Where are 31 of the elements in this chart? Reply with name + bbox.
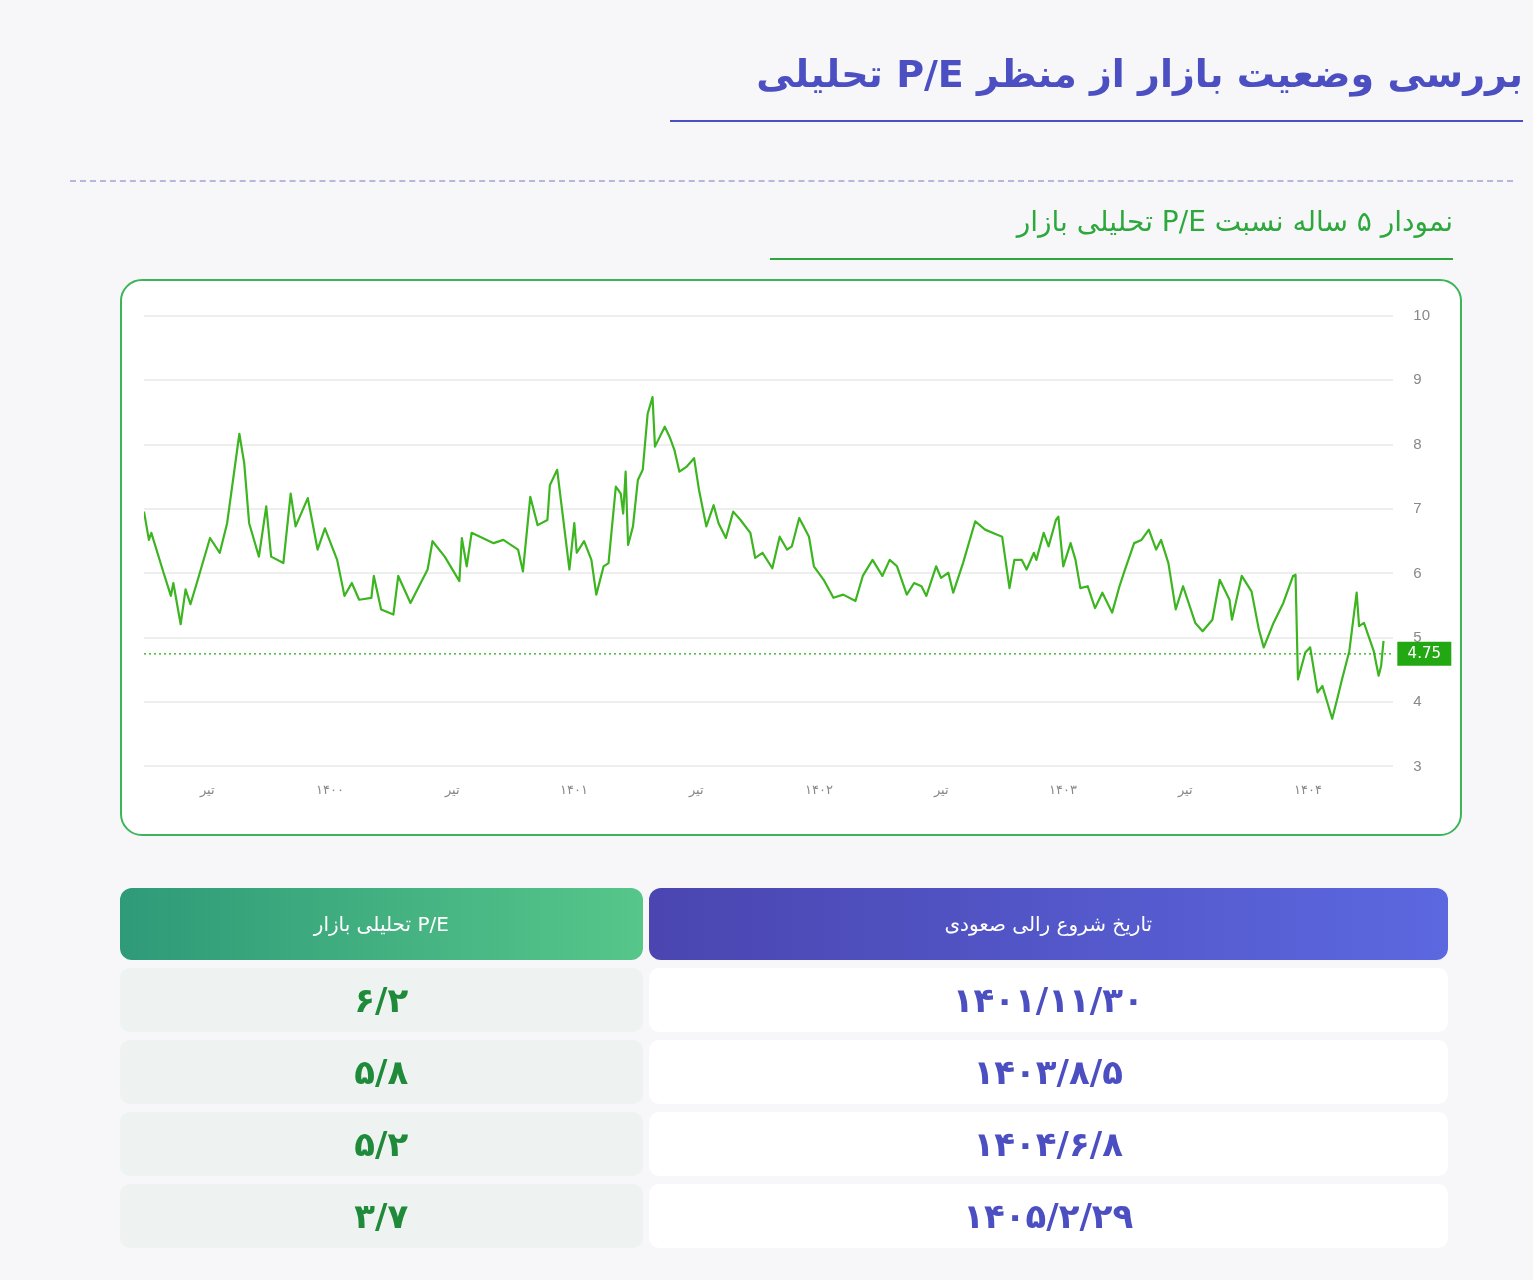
y-tick-label: 8 — [1413, 434, 1422, 452]
text: ۱۴۰۳/۸/۵ — [648, 1040, 1448, 1104]
x-tick-label: تیر — [932, 781, 949, 798]
text: تاریخ شروع رالی صعودی — [648, 888, 1448, 960]
y-tick-label: 10 — [1413, 306, 1430, 324]
x-tick-label: ۱۴۰۴ — [1293, 781, 1322, 797]
text: ۶/۲ — [120, 968, 643, 1032]
x-tick-label: ۱۴۰۱ — [560, 781, 589, 797]
x-tick-label: تیر — [1177, 781, 1193, 798]
text: ۱۴۰۵/۲/۲۹ — [648, 1184, 1448, 1248]
text: ۵/۸ — [120, 1040, 643, 1104]
y-tick-label: 4 — [1413, 692, 1422, 710]
ref-line-label: 4.75 — [1407, 643, 1442, 662]
x-tick-label: تیر — [199, 781, 216, 798]
x-tick-label: ۱۴۰۲ — [804, 781, 833, 797]
text: P/E تحلیلی بازار — [120, 888, 643, 960]
text: ۵/۲ — [120, 1112, 643, 1176]
x-tick-label: ۱۴۰۰ — [315, 781, 344, 797]
y-tick-label: 5 — [1413, 627, 1422, 645]
chart-title: بررسی وضعیت بازار از منظر P/E تحلیلی — [756, 52, 1523, 96]
y-tick-label: 7 — [1413, 499, 1422, 517]
text: ۳/۷ — [120, 1184, 643, 1248]
chart-subtitle: نمودار ۵ ساله نسبت P/E تحلیلی بازار — [1016, 205, 1453, 238]
y-tick-label: 3 — [1413, 756, 1422, 774]
x-tick-label: ۱۴۰۳ — [1049, 781, 1078, 797]
y-tick-label: 9 — [1413, 370, 1422, 388]
x-tick-label: تیر — [443, 781, 460, 798]
x-tick-label: تیر — [688, 781, 705, 798]
y-tick-label: 6 — [1413, 563, 1422, 581]
text: ۱۴۰۴/۶/۸ — [648, 1112, 1448, 1176]
text: ۱۴۰۱/۱۱/۳۰ — [648, 968, 1448, 1032]
